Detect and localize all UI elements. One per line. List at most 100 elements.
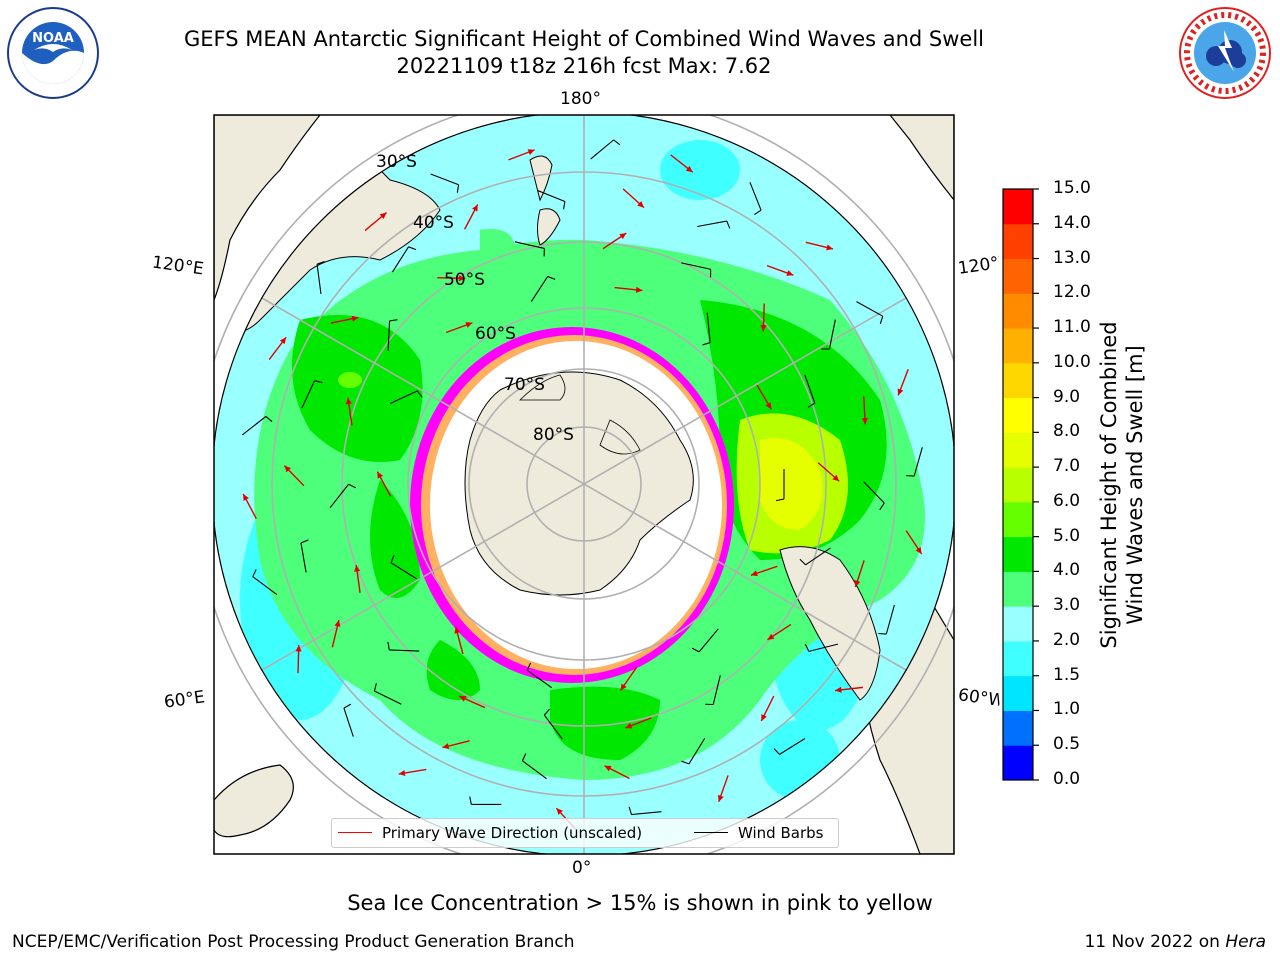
wind-barb-staff [252,576,278,596]
map-legend: Primary Wave Direction (unscaled) Wind B… [331,818,839,848]
wave-direction-arrowhead [454,626,461,634]
footer-host: Hera [1225,932,1266,952]
wind-barb-staff [543,714,563,740]
wind-barb-staff [681,262,711,270]
wave-direction-arrowhead [915,547,922,554]
wind-barb-feather [879,502,885,511]
wave-direction-arrowhead [760,325,767,332]
colorbar-tick-label: 15.0 [1053,178,1091,198]
colorbar-band [1003,606,1033,642]
wind-barb-staff [808,643,839,652]
wave-direction-arrowhead [897,388,904,396]
wind-barb-feather [521,753,527,762]
wind-barb-feather [754,209,762,216]
colorbar-tick-label: 9.0 [1053,386,1081,407]
wave-direction-arrowhead [243,493,249,501]
lat-label-80s: 80°S [533,425,574,445]
lat-label-50s: 50°S [444,270,485,290]
colorbar-tick-label: 6.0 [1053,490,1081,511]
wind-barb-staff [688,738,706,765]
wind-barb-staff [514,241,545,249]
wave-direction-arrowhead [761,714,767,722]
graticule [214,115,954,854]
colorbar-band [1003,501,1033,538]
wind-barb-staff [536,189,566,202]
wind-barb-staff [522,760,547,780]
wind-barb-feather [387,641,390,650]
wind-barb-staff [241,415,267,436]
colorbar-title-line2: Wind Waves and Swell [m] [1123,345,1147,625]
wind-barb-staff [863,481,885,504]
colorbar-tick-marks [1033,188,1039,781]
wind-barb-feather [543,708,550,716]
wave-direction-arrowhead [717,794,724,802]
wind-barb-feather [726,220,731,229]
wave-direction-arrowhead [398,770,406,777]
wind-barb-staff [329,483,350,509]
wave-direction-arrowhead [284,465,291,473]
wave-direction-arrowhead [861,417,868,425]
wind-barb-staff [697,220,727,228]
lat-label-60s: 60°S [475,324,516,344]
colorbar-tick-label: 7.0 [1053,456,1081,477]
colorbar-band [1003,745,1033,781]
legend-wind-barbs: Wind Barbs [738,824,824,842]
colorbar-band [1003,536,1033,572]
wind-barb-feather [776,498,785,502]
wind-barb-feather [348,483,356,489]
wind-barb-feather [681,760,690,765]
wave-direction-arrowhead [835,686,842,693]
nws-logo [1179,7,1271,99]
footer-producer: NCEP/EMC/Verification Post Processing Pr… [12,932,575,952]
colorbar-tick-label: 0.5 [1053,734,1081,755]
wind-barb-staff [749,182,762,211]
wind-barb-staff [530,276,549,302]
wave-direction-arrowhead [377,471,384,479]
wave-direction-arrowhead [465,322,473,328]
colorbar-band [1003,258,1033,294]
wind-barb-feather [562,201,566,210]
colorbar-tick-label: 14.0 [1053,212,1091,233]
wind-barb-feather [300,539,309,544]
colorbar-tick-label: 4.0 [1053,560,1081,581]
colorbar-band [1003,640,1033,677]
wind-barbs [241,139,923,816]
wind-barb-feather [343,703,352,709]
wind-barb-staff [343,707,354,737]
wind-barb-feather [469,796,472,805]
colorbar-tick-label: 3.0 [1053,595,1081,616]
wave-direction-arrowhead [832,474,840,482]
legend-wave-direction: Primary Wave Direction (unscaled) [382,824,643,842]
wave-direction-arrowhead [826,244,834,251]
wave-direction-arrowhead [750,570,758,577]
wind-barb-staff [805,547,831,566]
wave-direction-arrowhead [604,765,612,772]
wave-direction-arrowhead [527,149,535,155]
noaa-logo: NOAA [7,7,99,99]
map-area [214,115,954,854]
wind-barb-feather [373,683,377,692]
wind-barb-feather [252,569,257,577]
wind-barb-staff [316,264,322,294]
wind-barb-staff [631,811,662,816]
wind-barb-feather [547,275,556,280]
lon-label-0: 0° [572,858,592,878]
lat-label-70s: 70°S [504,375,545,395]
map-frame [213,114,955,855]
wave-direction-arrowhead [765,402,772,410]
wave-direction-arrowhead [854,580,861,587]
wind-barb-feather [906,475,915,477]
wind-barb-staff [828,319,836,350]
wind-barb-feather [526,662,532,671]
colorbar-band [1003,467,1033,503]
wave-direction-arrowhead [458,275,466,282]
wave-direction-arrowhead [635,286,643,293]
wave-direction-arrowhead [472,204,478,212]
wave-direction-arrowhead [619,233,627,240]
wind-barb-staff [374,690,402,705]
colorbar-tick-label: 10.0 [1053,351,1091,372]
colorbar-band [1003,397,1033,433]
colorbar-band [1003,571,1033,607]
footer-date: 11 Nov 2022 on Hera [1084,932,1266,952]
colorbar-band [1003,710,1033,746]
